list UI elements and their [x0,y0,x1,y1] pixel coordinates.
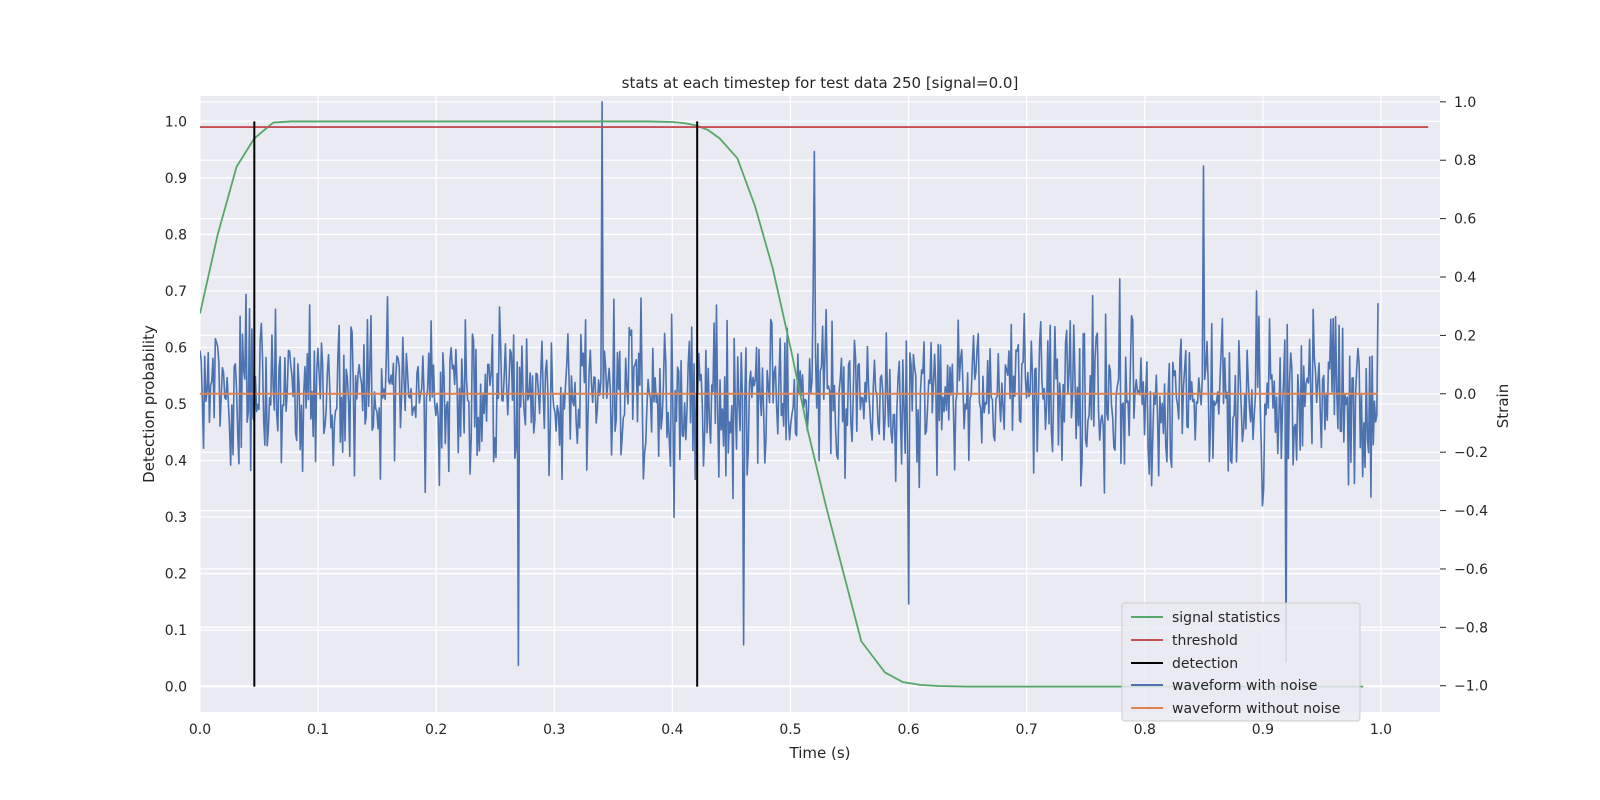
x-tick-label: 0.7 [1016,722,1038,738]
y2-tick-label: 1.0 [1454,95,1476,111]
series-signal-statistics [200,120,1364,688]
y-tick-label: 1.0 [165,114,187,130]
y2-tick-label: −0.8 [1454,620,1488,636]
y2-tick-label: −0.4 [1454,504,1488,520]
y-axis-right: −1.0 −0.8 −0.6 −0.4 −0.2 0.0 0.2 0.4 0.6 0.8 1.0 [1440,95,1488,695]
y2-tick-label: −0.2 [1454,445,1488,461]
x-tick-label: 1.0 [1370,722,1392,738]
x-tick-label: 0.5 [779,722,801,738]
y2-tick-label: 0.2 [1454,328,1476,344]
legend-box [1121,602,1361,722]
y-tick-label: 0.9 [165,171,187,187]
y-tick-label: 0.7 [165,284,187,300]
x-tick-label: 0.0 [189,722,211,738]
y2-tick-label: −1.0 [1454,679,1488,695]
y-tick-label: 0.8 [165,227,187,243]
x-tick-label: 0.9 [1252,722,1274,738]
x-tick-label: 0.3 [543,722,565,738]
legend-label-threshold: threshold [1172,633,1238,649]
y-tick-label: 0.5 [165,397,187,413]
x-tick-label: 0.2 [425,722,447,738]
y2-tick-label: 0.0 [1454,387,1476,403]
legend-label-detection: detection [1172,656,1238,672]
y2-tick-label: 0.4 [1454,270,1476,286]
legend-label-clean: waveform without noise [1172,701,1340,717]
series-waveform-with-noise [200,101,1379,667]
legend: signal statistics threshold detection wa… [1121,602,1361,722]
legend-label-noisy: waveform with noise [1172,678,1317,694]
plot-series [200,101,1429,688]
y2-axis-label: Strain [1494,384,1512,428]
y2-tick-label: −0.6 [1454,562,1488,578]
y-tick-label: 0.6 [165,340,187,356]
y2-tick-label: 0.8 [1454,153,1476,169]
x-tick-label: 0.6 [897,722,919,738]
y-axis-left: 0.0 0.1 0.2 0.3 0.4 0.5 0.6 0.7 0.8 0.9 1.0 [165,114,187,695]
y-tick-label: 0.2 [165,567,187,583]
y-axis-label: Detection probability [140,325,158,483]
x-tick-label: 0.4 [661,722,683,738]
x-axis-label: Time (s) [789,744,851,762]
y-tick-label: 0.4 [165,454,187,470]
y-tick-label: 0.3 [165,510,187,526]
y-tick-label: 0.0 [165,680,187,696]
x-tick-label: 0.8 [1134,722,1156,738]
y2-tick-label: 0.6 [1454,212,1476,228]
legend-label-signal: signal statistics [1172,610,1280,626]
x-tick-label: 0.1 [307,722,329,738]
chart-title: stats at each timestep for test data 250… [622,74,1019,92]
y-tick-label: 0.1 [165,623,187,639]
x-axis: 0.0 0.1 0.2 0.3 0.4 0.5 0.6 0.7 0.8 0.9 1.0 [189,722,1392,738]
